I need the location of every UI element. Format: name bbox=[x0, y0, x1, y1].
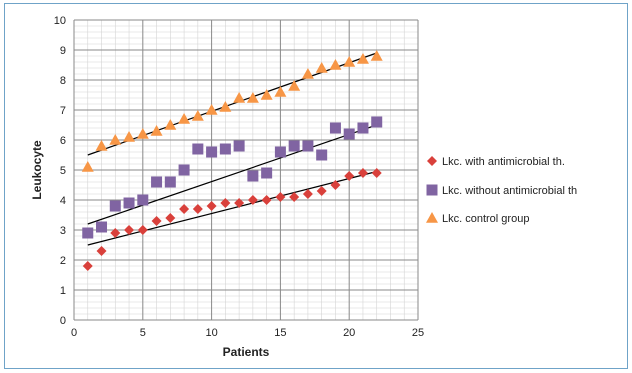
data-point bbox=[316, 149, 328, 161]
data-point bbox=[274, 86, 287, 97]
y-tick-label: 3 bbox=[60, 225, 66, 237]
data-point bbox=[260, 89, 273, 100]
data-point bbox=[124, 225, 135, 235]
data-point bbox=[137, 194, 149, 206]
data-point bbox=[261, 167, 273, 179]
data-point bbox=[219, 101, 232, 112]
data-point bbox=[357, 168, 368, 178]
data-point bbox=[164, 176, 176, 188]
data-point bbox=[151, 216, 162, 226]
data-point bbox=[289, 192, 300, 202]
y-tick-label: 0 bbox=[60, 315, 66, 327]
data-point bbox=[137, 225, 148, 235]
trendline bbox=[87, 124, 377, 225]
data-point bbox=[205, 104, 218, 115]
data-point bbox=[219, 143, 231, 155]
y-tick-label: 1 bbox=[60, 285, 66, 297]
data-point bbox=[109, 200, 121, 212]
data-point bbox=[150, 125, 163, 136]
y-tick-label: 4 bbox=[60, 195, 66, 207]
data-point bbox=[191, 110, 204, 121]
x-tick-label: 5 bbox=[140, 327, 146, 339]
legend-marker bbox=[426, 212, 438, 223]
data-point bbox=[233, 92, 246, 103]
data-point bbox=[123, 131, 136, 142]
data-point bbox=[220, 198, 231, 208]
data-point bbox=[247, 195, 258, 205]
data-point bbox=[261, 195, 272, 205]
data-point bbox=[246, 92, 259, 103]
x-tick-label: 20 bbox=[343, 327, 355, 339]
x-axis-title: Patients bbox=[223, 345, 270, 359]
data-point bbox=[110, 228, 121, 238]
data-point bbox=[164, 119, 177, 130]
x-tick-label: 15 bbox=[274, 327, 286, 339]
data-point bbox=[192, 143, 204, 155]
data-point bbox=[315, 62, 328, 73]
data-point bbox=[96, 221, 108, 233]
data-point bbox=[82, 261, 93, 271]
y-tick-label: 6 bbox=[60, 135, 66, 147]
legend-label: Lkc. with antimicrobial th. bbox=[442, 156, 565, 168]
data-point bbox=[288, 80, 301, 91]
legend-label: Lkc. without antimicrobial th bbox=[442, 185, 577, 197]
y-tick-label: 5 bbox=[60, 165, 66, 177]
data-point bbox=[165, 213, 176, 223]
data-point bbox=[329, 122, 341, 134]
y-tick-label: 9 bbox=[60, 45, 66, 57]
data-point bbox=[206, 146, 218, 158]
data-point bbox=[206, 201, 217, 211]
data-point bbox=[81, 161, 94, 172]
data-point bbox=[178, 113, 191, 124]
data-point bbox=[302, 189, 313, 199]
data-point bbox=[370, 50, 383, 61]
data-point bbox=[233, 140, 245, 152]
data-point bbox=[329, 59, 342, 70]
x-tick-label: 10 bbox=[205, 327, 217, 339]
data-point bbox=[192, 204, 203, 214]
data-point bbox=[316, 186, 327, 196]
trendline bbox=[87, 170, 377, 246]
x-tick-label: 25 bbox=[412, 327, 424, 339]
data-point bbox=[371, 168, 382, 178]
y-axis-title: Leukocyte bbox=[30, 140, 44, 200]
data-point bbox=[109, 134, 122, 145]
data-point bbox=[136, 128, 149, 139]
data-point bbox=[330, 180, 341, 190]
x-tick-label: 0 bbox=[71, 327, 77, 339]
data-point bbox=[356, 53, 369, 64]
trendline bbox=[87, 52, 377, 156]
legend-marker bbox=[426, 184, 438, 196]
data-point bbox=[274, 146, 286, 158]
data-point bbox=[343, 128, 355, 140]
data-point bbox=[288, 140, 300, 152]
y-tick-label: 2 bbox=[60, 255, 66, 267]
data-point bbox=[343, 56, 356, 67]
data-point bbox=[301, 68, 314, 79]
data-point bbox=[82, 227, 94, 239]
y-tick-label: 7 bbox=[60, 105, 66, 117]
data-point bbox=[179, 204, 190, 214]
data-point bbox=[247, 170, 259, 182]
data-point bbox=[275, 192, 286, 202]
data-point bbox=[96, 246, 107, 256]
data-point bbox=[371, 116, 383, 128]
y-tick-label: 10 bbox=[54, 15, 66, 27]
legend-marker bbox=[427, 156, 437, 166]
data-point bbox=[151, 176, 163, 188]
data-point bbox=[302, 140, 314, 152]
y-tick-label: 8 bbox=[60, 75, 66, 87]
data-point bbox=[95, 140, 108, 151]
legend-label: Lkc. control group bbox=[442, 213, 529, 225]
data-point bbox=[357, 122, 369, 134]
data-point bbox=[123, 197, 135, 209]
data-point bbox=[344, 171, 355, 181]
data-point bbox=[234, 198, 245, 208]
data-point bbox=[178, 164, 190, 176]
